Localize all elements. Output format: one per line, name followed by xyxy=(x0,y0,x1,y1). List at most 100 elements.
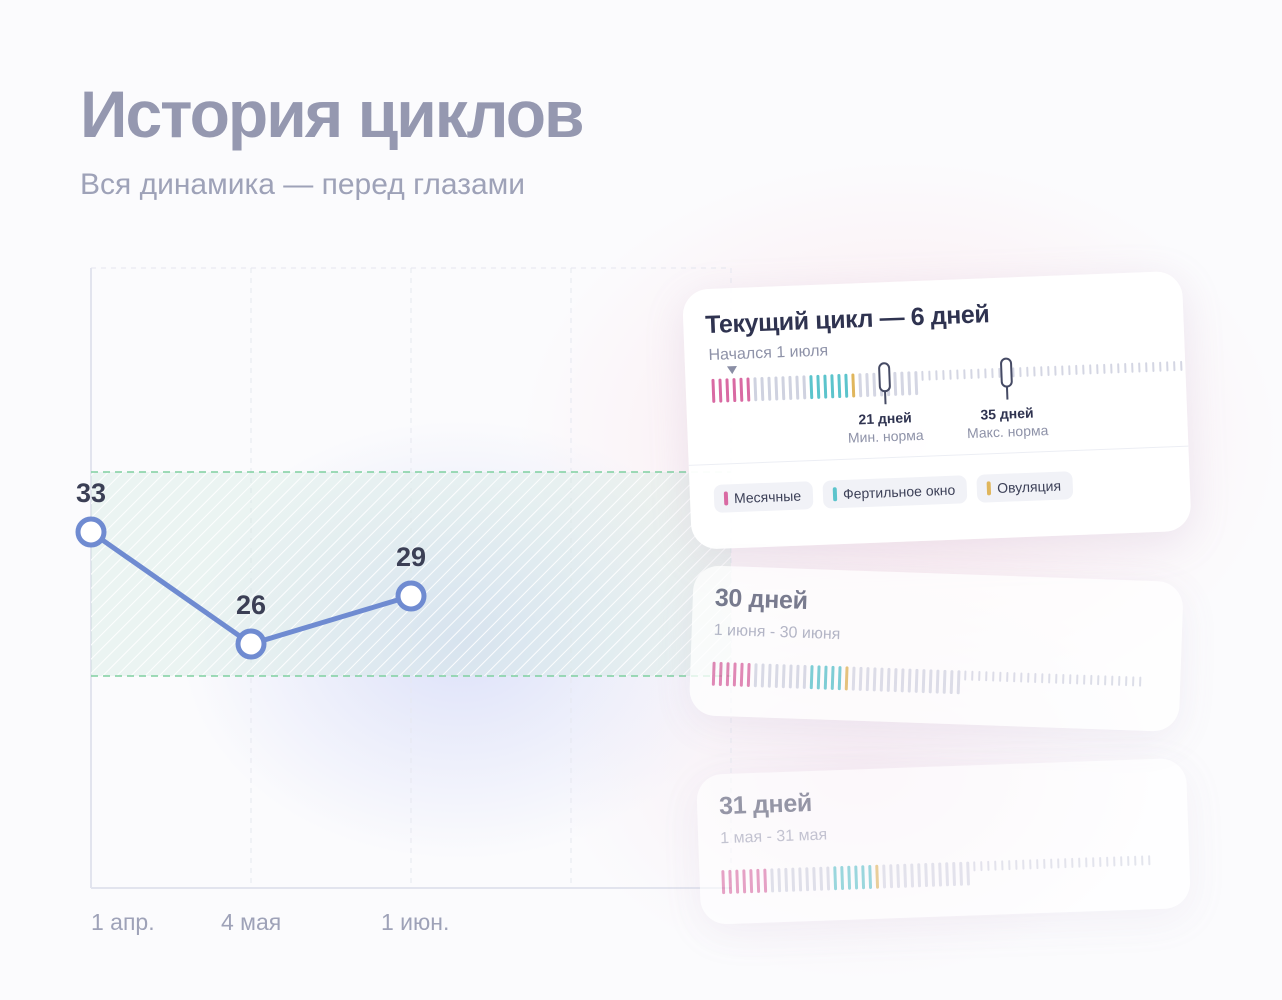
day-tick xyxy=(865,667,870,692)
day-tick xyxy=(935,669,940,694)
legend-ovulation[interactable]: Овуляция xyxy=(976,471,1074,503)
min-norm-caption: Мин. норма xyxy=(847,426,924,446)
fertile-swatch-icon xyxy=(832,487,838,502)
legend-menstruation[interactable]: Месячные xyxy=(713,481,814,513)
day-tick xyxy=(1015,859,1018,870)
normal-range-fill xyxy=(91,472,731,676)
history-card-title: 31 дней xyxy=(718,788,813,821)
day-tick xyxy=(1054,365,1057,376)
day-tick xyxy=(949,369,952,380)
phase-legend: Месячные Фертильное окно Овуляция xyxy=(688,445,1189,513)
day-tick xyxy=(900,371,905,396)
day-tick xyxy=(978,670,981,682)
day-tick xyxy=(910,863,915,888)
day-tick xyxy=(900,668,905,693)
day-tick xyxy=(732,662,737,687)
day-tick xyxy=(1152,361,1155,372)
day-tick xyxy=(1083,674,1086,685)
day-tick xyxy=(1033,366,1036,377)
day-tick xyxy=(1019,367,1022,378)
day-tick xyxy=(1034,672,1037,684)
day-tick xyxy=(1040,366,1043,377)
day-tick xyxy=(966,861,971,886)
day-tick xyxy=(1127,855,1130,866)
current-cycle-title: Текущий цикл — 6 дней xyxy=(704,300,990,340)
day-tick xyxy=(753,663,758,688)
day-tick xyxy=(942,369,945,381)
day-tick xyxy=(1022,859,1025,870)
day-tick xyxy=(1111,675,1114,686)
day-tick xyxy=(1097,675,1100,686)
day-tick xyxy=(893,668,898,693)
data-label: 26 xyxy=(236,590,266,620)
day-tick xyxy=(1113,856,1116,867)
day-tick xyxy=(1125,676,1128,687)
day-tick xyxy=(823,665,828,690)
menstruation-swatch-icon xyxy=(723,491,729,506)
day-tick xyxy=(791,867,796,892)
day-tick xyxy=(1076,674,1079,685)
day-tick xyxy=(802,375,807,400)
legend-fertile-label: Фертильное окно xyxy=(842,481,956,502)
day-tick xyxy=(875,864,880,889)
day-tick xyxy=(788,664,793,689)
day-tick xyxy=(973,861,976,872)
day-tick xyxy=(907,668,912,693)
day-tick xyxy=(1055,673,1058,684)
day-tick xyxy=(1092,857,1095,868)
day-tick xyxy=(739,662,744,687)
legend-fertile-window[interactable]: Фертильное окно xyxy=(822,475,968,509)
day-tick xyxy=(858,373,863,398)
day-tick xyxy=(781,664,786,689)
day-tick xyxy=(1085,857,1088,868)
current-cycle-card[interactable]: Текущий цикл — 6 дней Начался 1 июля 21 … xyxy=(682,270,1192,550)
day-tick xyxy=(956,670,961,695)
x-tick-label: 1 апр. xyxy=(91,909,155,935)
cycle-day-strip xyxy=(711,661,1147,701)
day-tick xyxy=(851,373,856,398)
legend-ovulation-label: Овуляция xyxy=(996,477,1062,497)
legend-menstruation-label: Месячные xyxy=(733,487,802,507)
day-tick xyxy=(1159,361,1162,372)
data-label: 29 xyxy=(396,542,426,572)
day-tick xyxy=(1075,364,1078,375)
day-tick xyxy=(1145,362,1148,373)
day-tick xyxy=(739,377,744,402)
day-tick xyxy=(760,376,765,402)
day-tick xyxy=(928,669,933,694)
history-card-title: 30 дней xyxy=(714,583,809,615)
max-norm-value: 35 дней xyxy=(980,404,1034,423)
min-norm-pin-icon xyxy=(877,362,892,393)
day-tick xyxy=(1057,858,1060,869)
day-tick xyxy=(963,369,966,380)
day-tick xyxy=(889,864,894,889)
day-tick xyxy=(1148,855,1151,866)
day-tick xyxy=(999,671,1002,682)
day-tick xyxy=(994,860,997,871)
day-tick xyxy=(921,370,924,381)
history-card-may[interactable]: 31 дней 1 мая - 31 мая xyxy=(696,757,1191,925)
day-tick xyxy=(1132,676,1135,687)
day-tick xyxy=(858,666,863,691)
day-tick xyxy=(1134,855,1137,866)
day-tick xyxy=(872,667,877,692)
day-tick xyxy=(1048,673,1051,684)
day-tick xyxy=(942,669,947,694)
day-tick xyxy=(1050,858,1053,869)
history-card-june[interactable]: 30 дней 1 июня - 30 июня xyxy=(688,565,1184,733)
max-norm-pin-icon xyxy=(999,357,1013,388)
day-tick xyxy=(721,870,726,895)
day-tick xyxy=(985,671,988,682)
day-tick xyxy=(896,863,901,889)
ovulation-swatch-icon xyxy=(986,481,992,496)
day-tick xyxy=(844,373,849,398)
day-tick xyxy=(935,370,938,381)
day-tick xyxy=(725,662,730,687)
page-subtitle: Вся динамика — перед глазами xyxy=(80,168,526,201)
today-indicator-icon xyxy=(726,365,738,375)
day-tick xyxy=(742,869,747,894)
page-title: История циклов xyxy=(80,77,585,151)
current-cycle-start: Начался 1 июля xyxy=(708,342,829,365)
data-label: 33 xyxy=(76,478,106,508)
labels-layer: 33 26 29 1 апр. 4 мая 1 июн. xyxy=(76,478,449,935)
